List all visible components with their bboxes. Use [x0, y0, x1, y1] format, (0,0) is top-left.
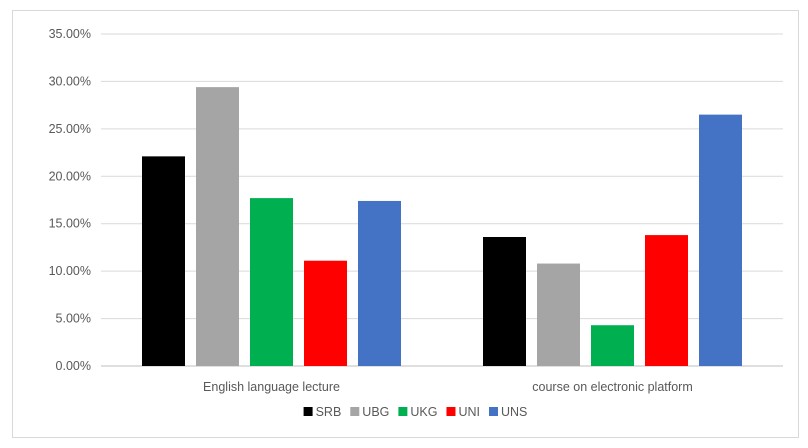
bar-uni-1 [645, 235, 688, 366]
legend-swatch [398, 407, 408, 416]
y-tick-label: 25.00% [49, 122, 91, 136]
legend-item-uni: UNI [446, 405, 480, 419]
legend-item-srb: SRB [303, 405, 342, 419]
y-tick-label: 10.00% [49, 264, 91, 278]
legend-item-uns: UNS [489, 405, 527, 419]
bar-uns-1 [699, 114, 742, 366]
legend-label: SRB [316, 405, 342, 419]
bars [142, 87, 742, 367]
bar-srb-1 [483, 236, 526, 366]
legend-item-ubg: UBG [350, 405, 389, 419]
legend-label: UNI [458, 405, 480, 419]
y-tick-label: 15.00% [49, 217, 91, 231]
x-category-label: English language lecture [203, 380, 340, 394]
legend-label: UNS [501, 405, 527, 419]
y-tick-label: 35.00% [49, 27, 91, 41]
x-category-label: course on electronic platform [532, 380, 693, 394]
legend-swatch [303, 407, 313, 416]
x-axis-category-labels: English language lecture course on electr… [203, 380, 693, 394]
bar-uns-0 [358, 200, 401, 366]
y-tick-label: 5.00% [56, 312, 91, 326]
y-axis-tick-labels: 0.00% 5.00% 10.00% 15.00% 20.00% 25.00% 30.00%… [49, 27, 91, 373]
legend-item-ukg: UKG [398, 405, 437, 419]
legend-swatch [489, 407, 499, 416]
bar-uni-0 [304, 260, 347, 366]
bar-ukg-1 [591, 325, 634, 366]
chart-frame: 0.00% 5.00% 10.00% 15.00% 20.00% 25.00% 30.00%… [12, 10, 799, 438]
legend-swatch [350, 407, 360, 416]
bar-ubg-1 [537, 263, 580, 366]
legend: SRB UBG UKG UNI UNS [303, 405, 527, 419]
bar-ubg-0 [196, 87, 239, 367]
bar-srb-0 [142, 156, 185, 366]
bar-chart: 0.00% 5.00% 10.00% 15.00% 20.00% 25.00% 30.00%… [49, 27, 783, 419]
bar-ukg-0 [250, 198, 293, 366]
legend-label: UKG [410, 405, 437, 419]
legend-label: UBG [362, 405, 389, 419]
y-tick-label: 30.00% [49, 74, 91, 88]
y-tick-label: 20.00% [49, 169, 91, 183]
y-tick-label: 0.00% [56, 359, 91, 373]
legend-swatch [446, 407, 456, 416]
